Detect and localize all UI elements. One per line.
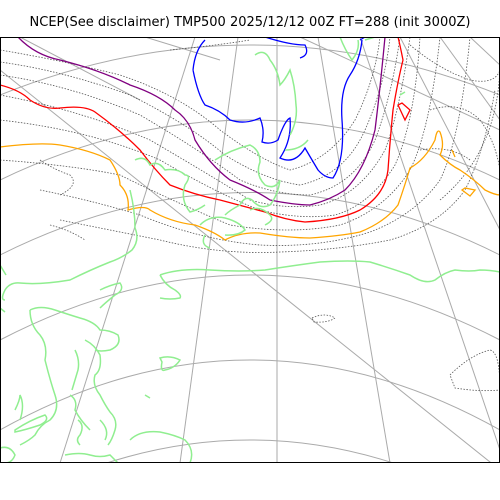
coastlines bbox=[0, 37, 500, 463]
isotherm-contours bbox=[0, 37, 500, 392]
isotherm-orange bbox=[0, 130, 500, 241]
longitude-lines bbox=[0, 37, 500, 463]
isotherm-blue bbox=[192, 37, 366, 179]
isotherm-red bbox=[0, 37, 411, 223]
isotherm-purple bbox=[17, 37, 386, 206]
temperature-map[interactable] bbox=[0, 37, 500, 463]
chart-title: NCEP(See disclaimer) TMP500 2025/12/12 0… bbox=[29, 15, 471, 30]
map-panel[interactable] bbox=[0, 37, 500, 463]
latitude-lines bbox=[0, 44, 500, 463]
